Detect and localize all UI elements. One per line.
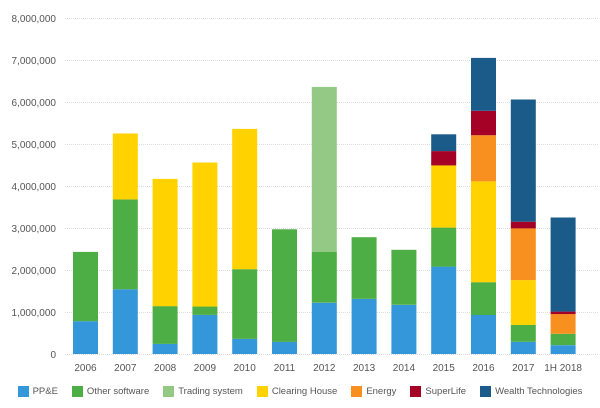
bar-segment-pp-e-2014 — [391, 304, 417, 354]
legend-swatch — [256, 386, 268, 397]
x-tick-label: 2015 — [433, 363, 456, 374]
bar-segment-pp-e-2016 — [471, 314, 496, 354]
legend-item[interactable]: SuperLife — [410, 386, 466, 397]
bar-segment-other-software-2009 — [192, 306, 218, 315]
stacked-bar-chart: 0 1,000,000 2,000,000 3,000,000 4,000,000 5,0… — [12, 14, 599, 374]
bar-segment-pp-e-2007 — [112, 289, 138, 354]
legend-item[interactable]: Wealth Technologies — [480, 386, 582, 397]
bar-segment-other-software-2012 — [311, 251, 337, 303]
bar-segment-other-software-2015 — [431, 227, 457, 267]
y-tick-label: 7,000,000 — [12, 56, 57, 67]
x-tick-label: 2009 — [194, 363, 217, 374]
legend-label: Wealth Technologies — [495, 386, 583, 397]
x-tick-label: 2007 — [114, 363, 137, 374]
x-tick-label: 2017 — [512, 363, 535, 374]
bar-segment-pp-e-2017 — [510, 341, 536, 354]
bar-segment-pp-e-2008 — [152, 343, 178, 354]
y-tick-label: 8,000,000 — [12, 14, 57, 25]
bar-segment-other-software-2017 — [510, 325, 536, 342]
bar-segment-wealth-technologies-2017 — [510, 99, 536, 222]
bar-segment-wealth-technologies-2015 — [431, 134, 457, 152]
bar-segment-clearing-house-2009 — [192, 162, 218, 307]
y-tick-label: 1,000,000 — [12, 308, 57, 319]
bar-segment-other-software-2008 — [152, 306, 178, 344]
legend-label: Other software — [86, 386, 150, 397]
bar-segment-clearing-house-2008 — [152, 178, 178, 307]
legend-item[interactable]: Trading system — [163, 386, 243, 397]
bar-segment-clearing-house-2010 — [232, 128, 258, 270]
y-tick-label: 6,000,000 — [12, 98, 57, 109]
bar-segment-other-software-2011 — [272, 229, 297, 342]
x-tick-label: 2010 — [234, 363, 257, 374]
bar-segment-superlife-2017 — [510, 221, 536, 229]
bar-segment-pp-e-2006 — [73, 321, 98, 354]
y-tick-label: 5,000,000 — [12, 140, 57, 151]
bar-segment-pp-e-2009 — [192, 314, 218, 354]
y-tick-label: 2,000,000 — [12, 266, 57, 277]
x-tick-label: 2016 — [472, 363, 495, 374]
legend-swatch — [17, 386, 29, 397]
bar-segment-superlife-1h-2018 — [550, 311, 576, 315]
bar-segment-pp-e-2015 — [431, 266, 457, 354]
bar-segment-clearing-house-2017 — [510, 280, 536, 325]
bar-segment-clearing-house-2015 — [431, 165, 457, 228]
bar-segment-energy-2016 — [471, 135, 496, 182]
legend-swatch — [163, 386, 175, 397]
bar-segment-other-software-1h-2018 — [550, 333, 576, 346]
x-axis-ticks: 2006 2007 2008 2009 2010 2011 2012 2013 2014 2015… — [74, 363, 582, 374]
legend-label: SuperLife — [425, 386, 467, 397]
legend-label: PP&E — [32, 386, 58, 397]
legend-swatch — [351, 386, 363, 397]
legend-item[interactable]: Energy — [351, 386, 396, 397]
bar-segment-other-software-2007 — [112, 199, 138, 290]
bar-segment-other-software-2006 — [73, 251, 98, 322]
y-tick-label: 0 — [50, 350, 56, 361]
x-tick-label: 2012 — [313, 363, 336, 374]
bar-segment-energy-1h-2018 — [550, 314, 576, 334]
bar-segment-other-software-2010 — [232, 269, 258, 339]
bar-segment-other-software-2013 — [351, 237, 377, 299]
bar-segment-clearing-house-2007 — [112, 133, 138, 200]
legend-swatch — [71, 386, 83, 397]
legend: PP&E Other software Trading system Clearing… — [0, 386, 600, 397]
legend-swatch — [480, 386, 492, 397]
bar-segment-pp-e-2013 — [351, 299, 377, 354]
y-tick-label: 3,000,000 — [12, 224, 57, 235]
x-tick-label: 2006 — [74, 363, 97, 374]
bar-segment-pp-e-2010 — [232, 338, 258, 354]
bar-segment-other-software-2016 — [471, 282, 496, 315]
legend-label: Energy — [366, 386, 397, 397]
y-tick-label: 4,000,000 — [12, 182, 57, 193]
legend-label: Clearing House — [271, 386, 338, 397]
legend-item[interactable]: Other software — [71, 386, 150, 397]
bar-segment-clearing-house-2016 — [471, 181, 496, 283]
bar-segment-pp-e-2012 — [311, 302, 337, 354]
legend-label: Trading system — [178, 386, 243, 397]
y-axis-ticks: 0 1,000,000 2,000,000 3,000,000 4,000,000 5,0… — [12, 14, 57, 361]
bar-segment-superlife-2016 — [471, 110, 496, 136]
x-tick-label: 2013 — [353, 363, 376, 374]
bar-segment-trading-system-2012 — [311, 86, 337, 253]
bar-segment-wealth-technologies-2016 — [471, 57, 496, 111]
legend-item[interactable]: Clearing House — [256, 386, 338, 397]
bar-segment-pp-e-1h-2018 — [550, 345, 576, 354]
bar-segment-superlife-2015 — [431, 151, 457, 166]
x-tick-label: 1H 2018 — [544, 363, 582, 374]
bar-segment-wealth-technologies-1h-2018 — [550, 217, 576, 312]
x-tick-label: 2008 — [154, 363, 177, 374]
bar-segment-pp-e-2011 — [272, 341, 297, 354]
bar-segment-energy-2017 — [510, 228, 536, 281]
bar-segment-other-software-2014 — [391, 249, 417, 305]
legend-item[interactable]: PP&E — [17, 386, 58, 397]
bars — [73, 57, 576, 354]
legend-swatch — [410, 386, 422, 397]
x-tick-label: 2011 — [274, 363, 296, 374]
x-tick-label: 2014 — [393, 363, 416, 374]
